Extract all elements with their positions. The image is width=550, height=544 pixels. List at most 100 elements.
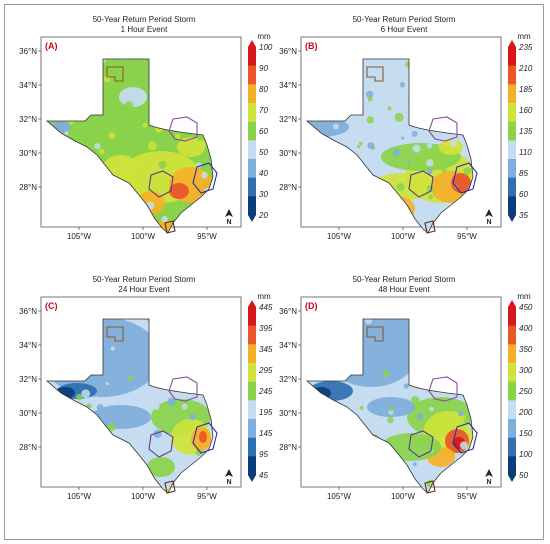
panhandle-outline bbox=[366, 66, 384, 82]
lat-tick-label: 34°N bbox=[19, 341, 37, 350]
south-outline bbox=[424, 220, 436, 234]
colorbar-tick-label: 145 bbox=[259, 429, 273, 438]
lon-tick-label: 105°W bbox=[327, 232, 352, 241]
colorbar-tick-label: 450 bbox=[519, 303, 533, 312]
south-outline bbox=[424, 480, 436, 494]
colorbar-units: mm bbox=[517, 32, 531, 41]
north-arrow-icon: N bbox=[225, 209, 233, 226]
colorbar-tick-label: 235 bbox=[518, 43, 533, 52]
colorbar-tick-label: 345 bbox=[259, 345, 273, 354]
panel-title: 50-Year Return Period Storm bbox=[353, 15, 456, 24]
colorbar-tick-label: 295 bbox=[258, 366, 273, 375]
colorbar-tick-label: 135 bbox=[519, 127, 533, 136]
texas-outline bbox=[305, 318, 474, 494]
lon-tick-label: 100°W bbox=[391, 232, 416, 241]
panel-label: (D) bbox=[305, 301, 318, 311]
panel-subtitle: 24 Hour Event bbox=[118, 285, 170, 294]
lat-tick-label: 30°N bbox=[19, 149, 37, 158]
colorbar-tick-label: 300 bbox=[519, 366, 533, 375]
lon-tick-label: 95°W bbox=[197, 232, 217, 241]
colorbar-tick-label: 445 bbox=[259, 303, 273, 312]
panel-d: 50-Year Return Period Storm 48 Hour Event… bbox=[273, 271, 535, 531]
lon-tick-label: 100°W bbox=[131, 492, 156, 501]
panel-label: (C) bbox=[45, 301, 58, 311]
panhandle-outline bbox=[366, 326, 384, 342]
colorbar-tick-label: 160 bbox=[519, 106, 533, 115]
lon-tick-label: 95°W bbox=[457, 492, 477, 501]
colorbar-tick-label: 185 bbox=[519, 85, 533, 94]
lon-tick-label: 105°W bbox=[67, 492, 92, 501]
svg-text:N: N bbox=[226, 219, 231, 226]
lon-tick-label: 105°W bbox=[67, 232, 92, 241]
panel-subtitle: 48 Hour Event bbox=[378, 285, 430, 294]
colorbar-tick-label: 20 bbox=[258, 211, 268, 220]
north-arrow-icon: N bbox=[225, 469, 233, 486]
colorbar bbox=[248, 300, 256, 482]
panel-title: 50-Year Return Period Storm bbox=[93, 275, 196, 284]
colorbar-tick-label: 400 bbox=[519, 324, 533, 333]
colorbar-tick-label: 50 bbox=[519, 471, 528, 480]
colorbar-tick-label: 250 bbox=[518, 387, 533, 396]
colorbar-tick-label: 210 bbox=[518, 64, 533, 73]
lat-tick-label: 30°N bbox=[279, 149, 297, 158]
colorbar-tick-label: 50 bbox=[259, 148, 268, 157]
austin-outline bbox=[148, 430, 174, 458]
panel-label: (B) bbox=[305, 41, 318, 51]
panel-c: 50-Year Return Period Storm 24 Hour Event… bbox=[13, 271, 275, 531]
lon-tick-label: 95°W bbox=[457, 232, 477, 241]
panel-subtitle: 6 Hour Event bbox=[381, 25, 428, 34]
north-arrow-icon: N bbox=[485, 469, 493, 486]
lat-tick-label: 32°N bbox=[19, 115, 37, 124]
lat-tick-label: 28°N bbox=[279, 183, 297, 192]
panel-b: 50-Year Return Period Storm 6 Hour Event (… bbox=[273, 11, 535, 271]
lon-tick-label: 105°W bbox=[327, 492, 352, 501]
houston-outline bbox=[192, 422, 218, 454]
lat-tick-label: 32°N bbox=[279, 115, 297, 124]
lat-tick-label: 32°N bbox=[279, 375, 297, 384]
colorbar-tick-label: 30 bbox=[259, 190, 268, 199]
panel-a: 50-Year Return Period Storm 1 Hour Event (… bbox=[13, 11, 275, 271]
south-outline bbox=[164, 480, 176, 494]
panel-title: 50-Year Return Period Storm bbox=[93, 15, 196, 24]
north-arrow-icon: N bbox=[485, 209, 493, 226]
colorbar-tick-label: 110 bbox=[519, 148, 532, 157]
colorbar-units: mm bbox=[517, 292, 531, 301]
dfw-outline bbox=[428, 376, 458, 402]
colorbar-tick-label: 90 bbox=[259, 64, 268, 73]
texas-outline bbox=[45, 318, 214, 494]
south-outline bbox=[164, 220, 176, 234]
colorbar-units: mm bbox=[257, 292, 271, 301]
colorbar-tick-label: 350 bbox=[519, 345, 533, 354]
lat-tick-label: 36°N bbox=[19, 307, 37, 316]
svg-text:N: N bbox=[226, 479, 231, 486]
lat-tick-label: 28°N bbox=[19, 183, 37, 192]
lat-tick-label: 32°N bbox=[19, 375, 37, 384]
colorbar-tick-label: 60 bbox=[259, 127, 268, 136]
colorbar-tick-label: 95 bbox=[259, 450, 268, 459]
panhandle-outline bbox=[106, 66, 124, 82]
texas-outline bbox=[45, 58, 214, 234]
colorbar-tick-label: 35 bbox=[519, 211, 528, 220]
lat-tick-label: 34°N bbox=[279, 81, 297, 90]
colorbar bbox=[508, 300, 516, 482]
colorbar-tick-label: 80 bbox=[259, 85, 268, 94]
colorbar-tick-label: 70 bbox=[259, 106, 268, 115]
lat-tick-label: 28°N bbox=[279, 443, 297, 452]
texas-outline bbox=[305, 58, 474, 234]
austin-outline bbox=[148, 170, 174, 198]
lat-tick-label: 28°N bbox=[19, 443, 37, 452]
colorbar-tick-label: 200 bbox=[518, 408, 533, 417]
panel-label: (A) bbox=[45, 41, 58, 51]
colorbar bbox=[508, 40, 516, 222]
lon-tick-label: 100°W bbox=[131, 232, 156, 241]
lat-tick-label: 34°N bbox=[19, 81, 37, 90]
colorbar-tick-label: 85 bbox=[519, 169, 528, 178]
austin-outline bbox=[408, 430, 434, 458]
colorbar-units: mm bbox=[257, 32, 271, 41]
lat-tick-label: 30°N bbox=[19, 409, 37, 418]
figure: 50-Year Return Period Storm 1 Hour Event(… bbox=[4, 4, 544, 540]
panhandle-outline bbox=[106, 326, 124, 342]
